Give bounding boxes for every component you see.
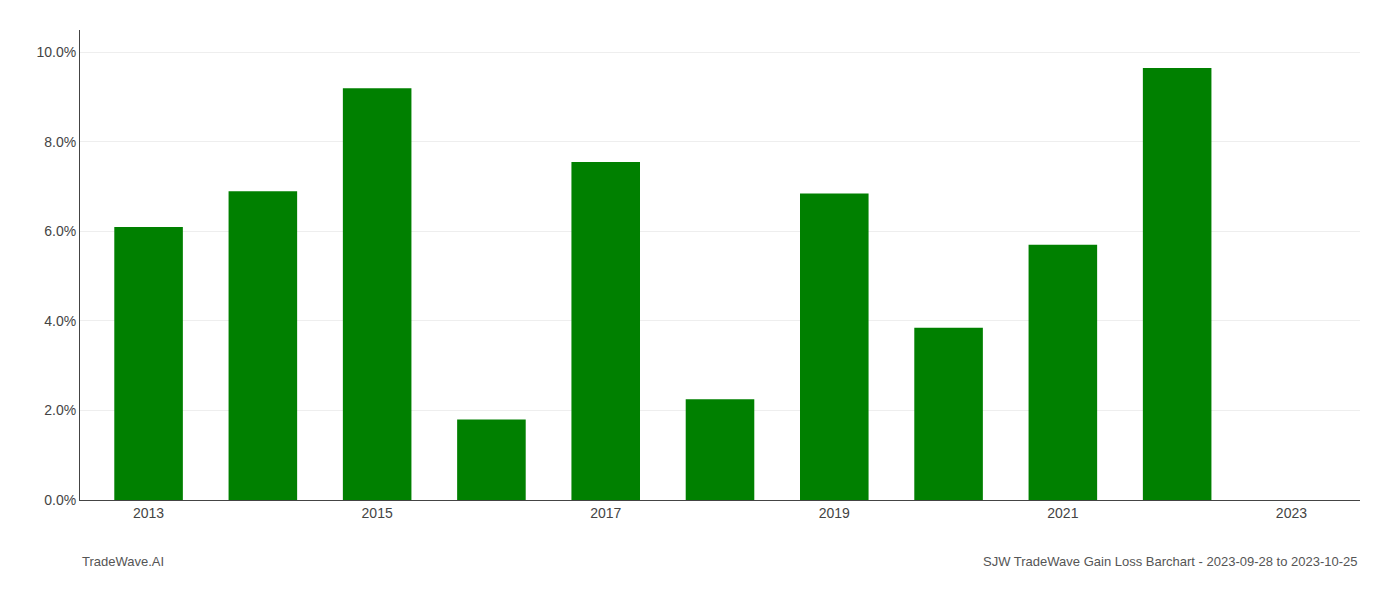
svg-text:2023: 2023 [1276, 505, 1307, 521]
svg-text:10.0%: 10.0% [36, 44, 76, 60]
svg-text:2.0%: 2.0% [44, 402, 76, 418]
svg-text:TradeWave.AI: TradeWave.AI [82, 554, 164, 569]
svg-text:4.0%: 4.0% [44, 313, 76, 329]
svg-text:6.0%: 6.0% [44, 223, 76, 239]
svg-text:SJW TradeWave Gain Loss Barcha: SJW TradeWave Gain Loss Barchart - 2023-… [983, 554, 1358, 569]
svg-text:2017: 2017 [590, 505, 621, 521]
svg-text:2019: 2019 [819, 505, 850, 521]
svg-text:2015: 2015 [362, 505, 393, 521]
svg-text:2021: 2021 [1047, 505, 1078, 521]
svg-text:0.0%: 0.0% [44, 492, 76, 508]
svg-text:8.0%: 8.0% [44, 134, 76, 150]
svg-text:2013: 2013 [133, 505, 164, 521]
